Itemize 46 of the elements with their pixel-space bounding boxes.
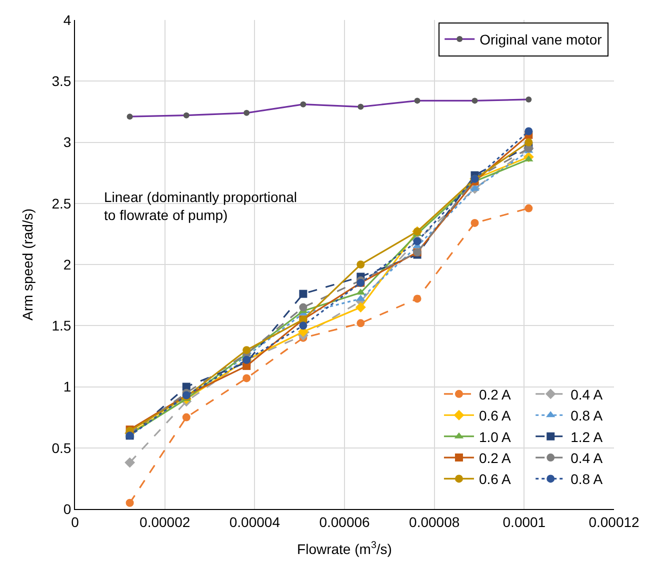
point <box>242 346 251 354</box>
x-tick-label: 0.0001 <box>502 514 546 530</box>
point <box>356 260 365 268</box>
x-tick-label: 0.00002 <box>140 514 190 530</box>
y-tick-label: 2 <box>63 256 72 272</box>
point <box>470 218 479 227</box>
point <box>524 204 533 212</box>
point <box>124 457 135 468</box>
legend-label: 1.2 A <box>570 428 604 445</box>
point <box>413 294 422 303</box>
x-tick-label: 0.00008 <box>409 514 460 530</box>
y-tick-label: 0.5 <box>52 440 72 456</box>
point <box>356 319 365 328</box>
x-tick-label: 0.00006 <box>319 514 370 530</box>
legend-label: 0.6 A <box>478 471 512 488</box>
legend-label: Original vane motor <box>480 32 602 48</box>
y-axis-title: Arm speed (rad/s) <box>19 208 36 321</box>
legend-label: 0.2 A <box>478 386 512 402</box>
y-tick-label: 3 <box>63 134 72 150</box>
point <box>413 237 422 246</box>
y-tick-label: 1.5 <box>52 318 72 334</box>
point <box>242 374 251 382</box>
point <box>126 498 134 507</box>
y-tick-label: 2.5 <box>52 195 72 212</box>
y-tick-label: 3.5 <box>52 73 72 90</box>
point <box>182 413 190 422</box>
y-tick-label: 4 <box>63 12 72 28</box>
legend-label: 0.8 A <box>570 408 604 424</box>
y-tick-label: 1 <box>63 378 72 395</box>
point <box>299 303 308 312</box>
point <box>355 302 366 312</box>
legend-label: 0.8 A <box>570 471 604 488</box>
x-tick-label: 0.00004 <box>229 514 280 530</box>
y-tick-label: 0 <box>63 500 72 517</box>
x-tick-label: 0.00012 <box>588 514 640 530</box>
legend-label: 0.4 A <box>570 450 604 466</box>
point <box>524 138 533 146</box>
x-axis-title: Flowrate (m$^{3}$/s) <box>297 540 392 558</box>
legend-label: 0.4 A <box>570 386 604 402</box>
legend-label: 0.2 A <box>478 450 512 466</box>
legend-label: 0.6 A <box>478 408 512 424</box>
annotation: Linear (dominantly proportional to flowrate of pump) <box>104 189 297 224</box>
point <box>524 127 533 136</box>
point <box>299 322 308 330</box>
point <box>299 290 308 298</box>
legend-label: 1.0 A <box>478 428 512 445</box>
